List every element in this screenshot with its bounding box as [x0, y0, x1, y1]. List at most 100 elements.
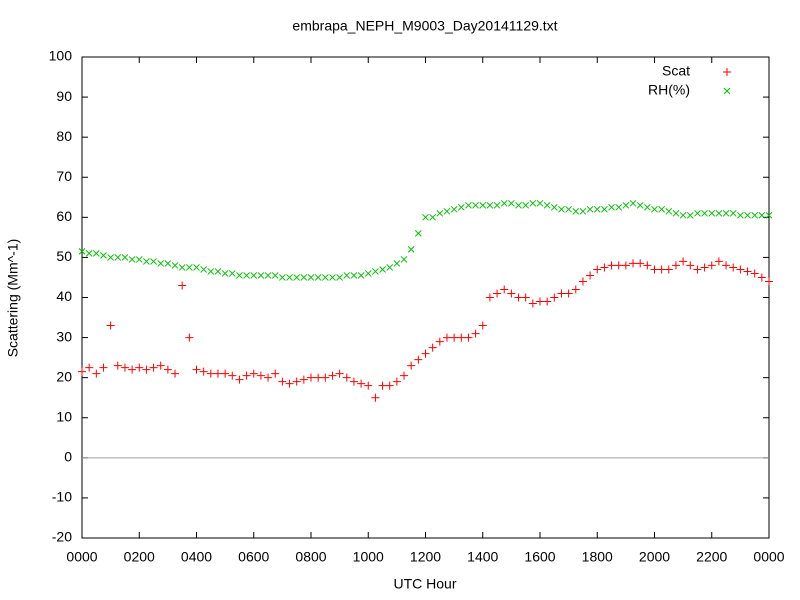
- point: [543, 297, 552, 306]
- point: [564, 289, 573, 298]
- point: [485, 293, 494, 302]
- point: [85, 363, 94, 372]
- point: [99, 363, 108, 372]
- y-tick-label: 80: [56, 128, 72, 144]
- point: [750, 269, 759, 278]
- point: [536, 199, 544, 207]
- point: [493, 201, 501, 209]
- point: [228, 270, 236, 277]
- point: [751, 211, 759, 219]
- point: [314, 373, 323, 382]
- point: [658, 205, 666, 213]
- x-tick-label: 0000: [66, 549, 97, 565]
- point: [694, 209, 701, 217]
- point: [407, 246, 415, 253]
- point: [300, 274, 308, 281]
- point: [264, 373, 273, 382]
- point: [292, 377, 301, 386]
- point: [92, 250, 100, 257]
- point: [421, 349, 430, 358]
- point: [614, 261, 623, 270]
- point: [571, 285, 580, 294]
- point: [615, 203, 623, 211]
- point: [157, 260, 165, 267]
- point: [279, 274, 286, 281]
- point: [536, 297, 544, 306]
- point: [744, 211, 751, 219]
- point: [321, 373, 330, 382]
- point: [128, 365, 137, 374]
- point: [135, 363, 144, 372]
- x-axis-label: UTC Hour: [393, 576, 456, 592]
- x-tick-label: 1200: [410, 549, 441, 565]
- point: [257, 272, 265, 279]
- point: [142, 365, 151, 374]
- point: [271, 369, 280, 378]
- point: [192, 365, 201, 374]
- point: [256, 371, 265, 380]
- point: [193, 264, 200, 271]
- point: [386, 264, 394, 271]
- point: [500, 285, 509, 294]
- point: [342, 373, 351, 382]
- point: [414, 230, 422, 237]
- point: [120, 363, 129, 372]
- point: [486, 201, 494, 209]
- point: [206, 369, 215, 378]
- x-tick-label: 0800: [295, 549, 326, 565]
- point: [250, 272, 258, 279]
- x-tick-label: 2000: [639, 549, 670, 565]
- point: [665, 207, 673, 215]
- point: [478, 321, 487, 330]
- y-tick-label: -10: [52, 489, 72, 505]
- x-tick-label: 1000: [353, 549, 384, 565]
- point: [221, 270, 229, 277]
- point: [329, 274, 336, 281]
- point: [228, 371, 237, 380]
- y-tick-label: 90: [56, 88, 72, 104]
- y-tick-label: 30: [56, 328, 72, 344]
- point: [114, 254, 122, 261]
- point: [636, 201, 644, 209]
- point: [286, 274, 293, 281]
- point: [493, 289, 502, 298]
- point: [435, 337, 444, 346]
- point: [350, 272, 358, 279]
- point: [629, 199, 637, 207]
- point: [85, 250, 93, 257]
- y-tick-label: 100: [49, 48, 73, 64]
- point: [508, 199, 515, 207]
- point: [651, 205, 658, 213]
- point: [393, 260, 401, 267]
- y-tick-label: 0: [64, 449, 72, 465]
- point: [436, 209, 444, 217]
- point: [357, 379, 366, 388]
- point: [150, 258, 157, 265]
- x-tick-label: 0200: [124, 549, 155, 565]
- point: [557, 289, 566, 298]
- point: [765, 211, 773, 219]
- point: [500, 199, 508, 207]
- point: [143, 258, 150, 265]
- point: [457, 203, 465, 211]
- point: [243, 272, 250, 279]
- point: [550, 293, 559, 302]
- x-tick-label: 1400: [467, 549, 498, 565]
- point: [529, 199, 537, 207]
- point: [672, 209, 680, 217]
- point: [722, 209, 730, 217]
- point: [472, 201, 479, 209]
- point: [407, 361, 416, 370]
- point: [264, 272, 272, 279]
- x-tick-label: 1800: [582, 549, 613, 565]
- point: [385, 381, 394, 390]
- legend-marker: [723, 68, 731, 76]
- point: [213, 369, 222, 378]
- point: [693, 265, 702, 274]
- point: [185, 264, 193, 271]
- point: [621, 261, 630, 270]
- point: [471, 329, 480, 338]
- point: [214, 268, 222, 275]
